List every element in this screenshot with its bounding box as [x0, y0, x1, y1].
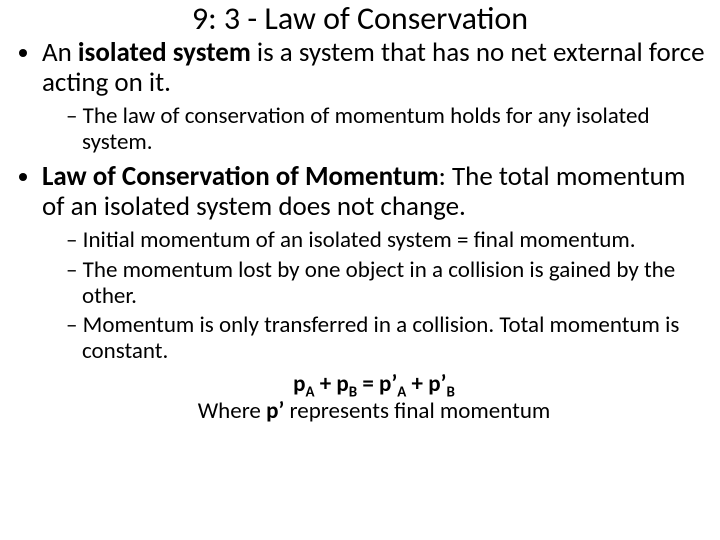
bullet-law-conservation: Law of Conservation of Momentum: The tot…	[42, 162, 706, 426]
equation: pA + pB = p’A + p’B	[42, 371, 706, 399]
sub-bullet: The momentum lost by one object in a col…	[66, 258, 706, 310]
bullet-list: An isolated system is a system that has …	[14, 38, 706, 426]
sub-bullet: The law of conservation of momentum hold…	[66, 104, 706, 156]
text: Where	[198, 397, 266, 425]
var-p: p	[293, 370, 305, 398]
op-plus: +	[315, 370, 337, 398]
sub-list: Initial momentum of an isolated system =…	[42, 228, 706, 365]
slide: 9: 3 - Law of Conservation An isolated s…	[0, 2, 720, 540]
var-p: p	[336, 370, 348, 398]
sub-bullet: Initial momentum of an isolated system =…	[66, 228, 706, 254]
text: represents final momentum	[284, 397, 550, 425]
equation-note: Where p’ represents final momentum	[42, 398, 706, 426]
text-bold: isolated system	[78, 36, 251, 69]
text-bold: p’	[266, 397, 284, 425]
op-eq: =	[357, 370, 379, 398]
sub-list: The law of conservation of momentum hold…	[42, 104, 706, 156]
bullet-isolated-system: An isolated system is a system that has …	[42, 38, 706, 156]
sub-bullet: Momentum is only transferred in a collis…	[66, 313, 706, 365]
slide-title: 9: 3 - Law of Conservation	[14, 2, 706, 36]
var-pprime: p’	[379, 370, 397, 398]
var-pprime: p’	[428, 370, 446, 398]
op-plus: +	[406, 370, 428, 398]
text-bold: Law of Conservation of Momentum	[42, 160, 439, 193]
text: An	[42, 36, 78, 69]
equation-block: pA + pB = p’A + p’B Where p’ represents …	[42, 371, 706, 426]
